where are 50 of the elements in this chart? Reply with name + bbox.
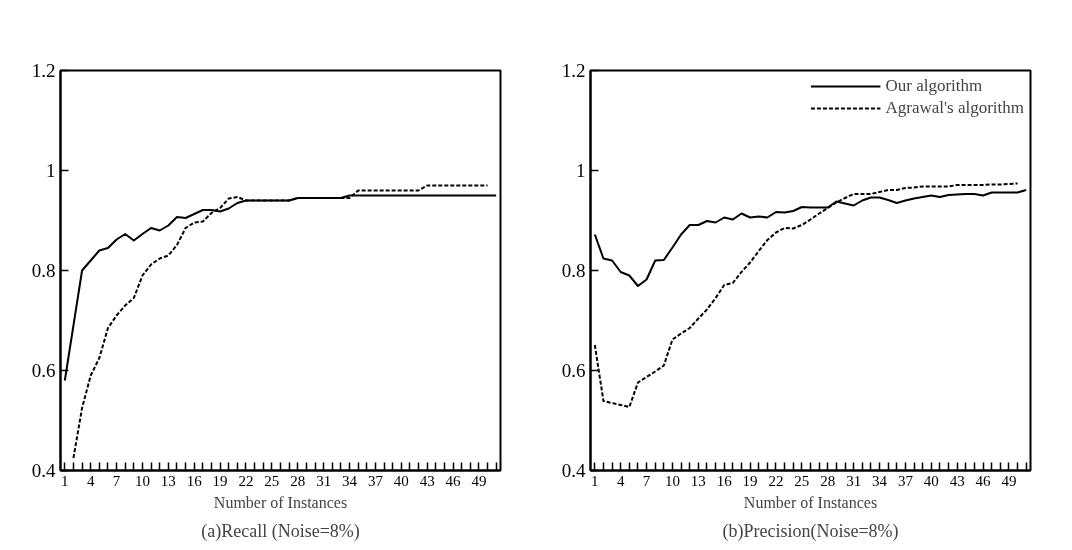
x-tick-label: 16 [186, 472, 203, 489]
x-tick-label: 43 [949, 472, 965, 489]
x-tick-label: 28 [820, 472, 836, 489]
x-tick-label: 19 [742, 472, 758, 489]
x-tick-label: 10 [664, 472, 680, 489]
x-tick-label: 46 [445, 472, 462, 489]
y-tick-label: 0.8 [31, 260, 56, 281]
x-tick-label: 34 [872, 472, 888, 489]
y-tick-label: 1 [576, 160, 586, 181]
x-tick-label: 4 [86, 472, 95, 489]
x-tick-label: 7 [642, 472, 651, 489]
x-tick-label: 37 [897, 472, 914, 489]
x-tick-label: 7 [112, 472, 121, 489]
x-tick-label: 13 [160, 472, 176, 489]
x-tick-label: 16 [716, 472, 733, 489]
y-tick-label: 0.4 [561, 460, 586, 481]
x-tick-label: 49 [1001, 472, 1017, 489]
x-tick-label: 10 [134, 472, 150, 489]
x-tick-label: 46 [975, 472, 992, 489]
y-tick-label: 1.2 [561, 60, 586, 81]
x-tick-label: 40 [393, 472, 409, 489]
text: (a)Recall (Noise=8%) [201, 520, 360, 542]
y-tick-label: 0.6 [561, 360, 586, 381]
text: (b)Precision(Noise=8%) [722, 520, 899, 542]
x-tick-label: 22 [768, 472, 784, 489]
x-tick-label: 25 [794, 472, 810, 489]
x-tick-label: 1 [61, 472, 69, 489]
x-tick-label: 22 [238, 472, 254, 489]
x-tick-label: 4 [616, 472, 625, 489]
y-tick-label: 1.2 [31, 60, 56, 81]
x-tick-label: 31 [316, 472, 332, 489]
x-tick-label: 40 [923, 472, 939, 489]
x-axis-title: Number of Instances [743, 493, 878, 511]
x-tick-label: 13 [690, 472, 706, 489]
legend-label: Our algorithm [885, 76, 983, 96]
legend-label: Agrawal's algorithm [885, 98, 1024, 118]
x-tick-label: 19 [212, 472, 228, 489]
x-tick-label: 37 [367, 472, 384, 489]
x-tick-label: 28 [290, 472, 306, 489]
y-tick-label: 0.8 [561, 260, 586, 281]
x-axis-title: Number of Instances [213, 493, 348, 511]
y-tick-label: 1 [46, 160, 56, 181]
x-tick-label: 1 [591, 472, 599, 489]
x-tick-label: 34 [342, 472, 358, 489]
x-tick-label: 49 [471, 472, 487, 489]
x-tick-label: 43 [419, 472, 435, 489]
y-tick-label: 0.4 [31, 460, 56, 481]
y-tick-label: 0.6 [31, 360, 56, 381]
x-tick-label: 25 [264, 472, 280, 489]
x-tick-label: 31 [846, 472, 862, 489]
